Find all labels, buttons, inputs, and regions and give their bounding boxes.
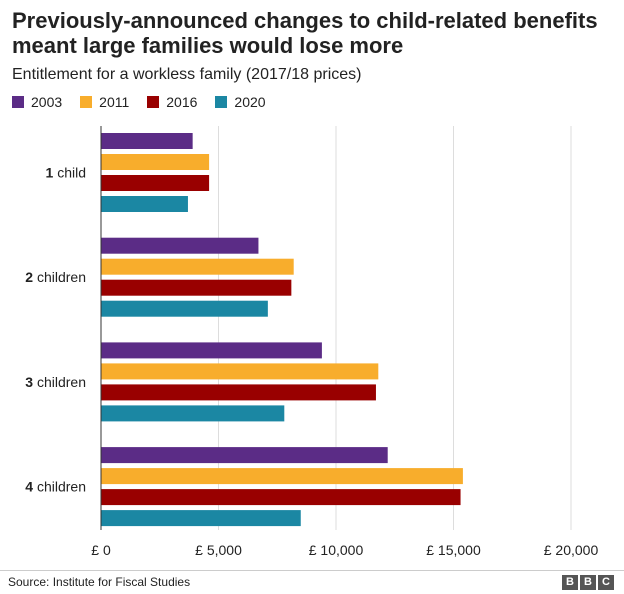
x-tick-label: £ 0 (91, 542, 111, 558)
x-tick-label: £ 20,000 (544, 542, 599, 558)
bar-2016-3 (101, 384, 376, 401)
category-number: 1 (46, 165, 54, 181)
bar-2020-3 (101, 405, 285, 422)
bar-2020-1 (101, 196, 188, 212)
bar-2003-1 (101, 133, 193, 149)
bar-2003-4 (101, 447, 388, 464)
legend-swatch (12, 96, 24, 108)
legend-label: 2011 (99, 94, 130, 110)
x-tick-label: £ 15,000 (426, 542, 481, 558)
category-word: child (53, 165, 86, 181)
legend-label: 2020 (234, 94, 266, 110)
bar-2011-3 (101, 363, 379, 380)
bar-2011-1 (101, 154, 210, 170)
bar-2011-2 (101, 258, 294, 275)
bar-2016-2 (101, 279, 292, 296)
legend-swatch (147, 96, 160, 108)
category-label: 2 children (25, 269, 86, 285)
bar-2003-2 (101, 237, 259, 254)
legend-item-2020: 2020 (215, 94, 266, 110)
chart-legend: 2003 2011 2016 2020 (12, 94, 266, 110)
category-number: 4 (25, 479, 33, 495)
category-word: children (33, 479, 86, 495)
x-tick-label: £ 5,000 (195, 542, 242, 558)
bbc-logo-letter: B (562, 575, 578, 590)
legend-item-2003: 2003 (12, 94, 62, 110)
footer-divider (0, 570, 624, 571)
legend-item-2016: 2016 (147, 94, 197, 110)
bbc-logo-letter: B (580, 575, 596, 590)
category-label: 3 children (25, 374, 86, 390)
bbc-logo-letter: C (598, 575, 614, 590)
legend-label: 2016 (166, 94, 198, 110)
x-tick-label: £ 10,000 (309, 542, 364, 558)
category-number: 3 (25, 374, 33, 390)
source-note: Source: Institute for Fiscal Studies (8, 575, 191, 589)
legend-swatch (80, 96, 93, 108)
bbc-logo: B B C (562, 575, 614, 590)
legend-item-2011: 2011 (80, 94, 129, 110)
legend-swatch (215, 96, 228, 108)
chart-subtitle: Entitlement for a workless family (2017/… (12, 66, 362, 83)
chart-title: Previously-announced changes to child-re… (12, 8, 598, 58)
bar-2016-1 (101, 175, 210, 191)
legend-label: 2003 (31, 94, 63, 110)
bar-2020-2 (101, 300, 268, 317)
category-word: children (33, 269, 86, 285)
bar-2020-4 (101, 510, 301, 527)
category-label: 1 child (46, 165, 86, 181)
bar-2016-4 (101, 489, 461, 506)
category-number: 2 (25, 269, 33, 285)
category-word: children (33, 374, 86, 390)
category-label: 4 children (25, 479, 86, 495)
bar-2011-4 (101, 468, 463, 485)
bar-2003-3 (101, 342, 322, 359)
